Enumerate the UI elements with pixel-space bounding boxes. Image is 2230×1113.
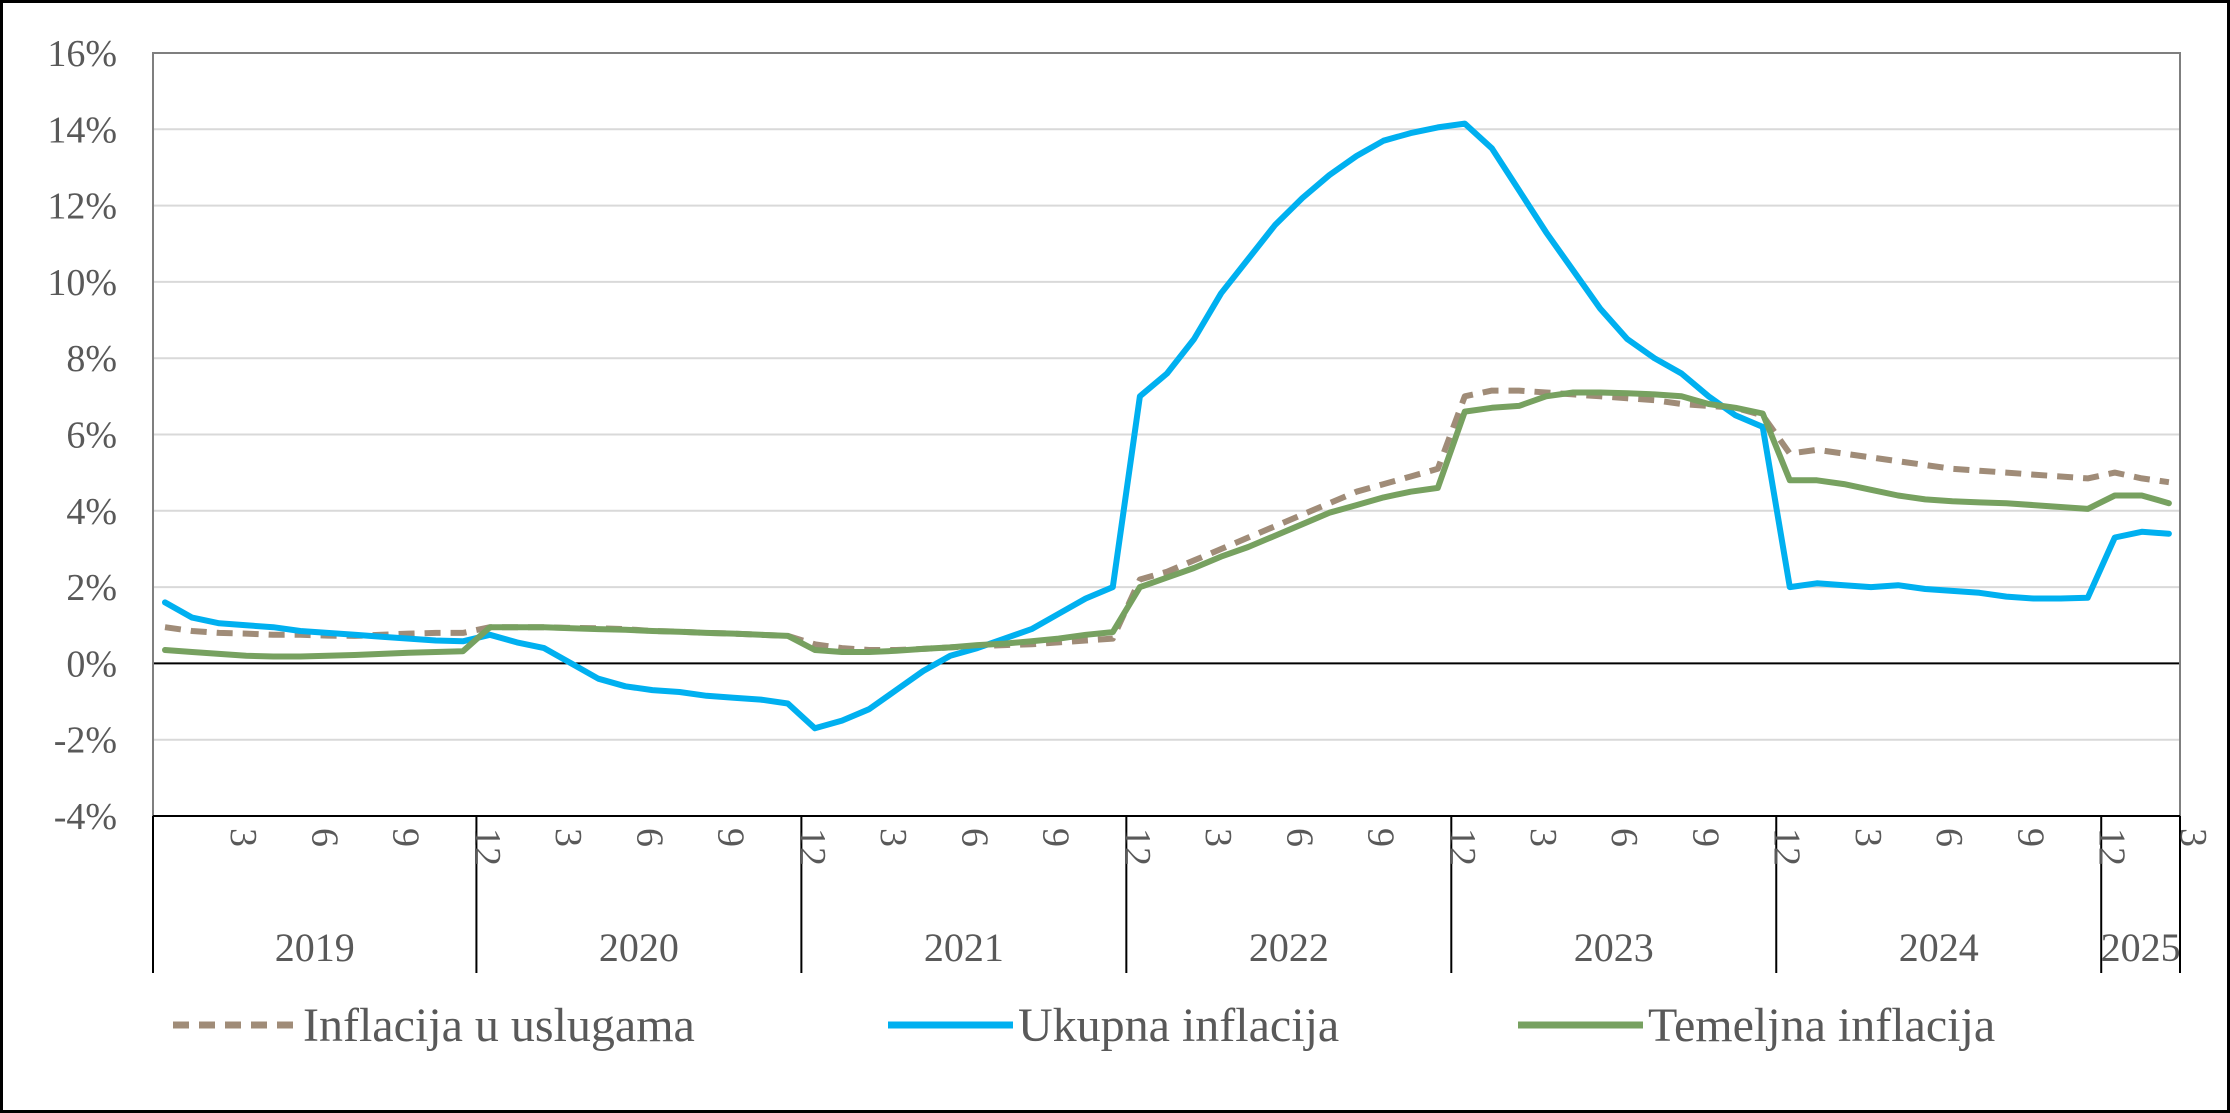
x-year-label: 2019 bbox=[275, 925, 355, 970]
y-tick-label: 6% bbox=[66, 415, 117, 457]
x-month-label: 12 bbox=[466, 828, 508, 866]
x-month-label: 6 bbox=[1278, 828, 1320, 847]
legend-label: Inflacija u uslugama bbox=[303, 999, 695, 1052]
x-year-label: 2020 bbox=[599, 925, 679, 970]
x-month-label: 9 bbox=[1684, 828, 1726, 847]
x-month-label: 6 bbox=[1928, 828, 1970, 847]
x-year-label: 2025 bbox=[2101, 925, 2181, 970]
series-line-2 bbox=[162, 389, 2172, 660]
x-month-label: 9 bbox=[1360, 828, 1402, 847]
y-tick-label: 10% bbox=[47, 262, 117, 304]
x-month-label: 9 bbox=[1035, 828, 1077, 847]
y-tick-label: 16% bbox=[47, 33, 117, 75]
series-line-0 bbox=[164, 387, 2170, 653]
legend-label: Ukupna inflacija bbox=[1018, 999, 1339, 1052]
x-month-label: 12 bbox=[791, 828, 833, 866]
y-tick-label: 4% bbox=[66, 491, 117, 533]
x-month-label: 6 bbox=[303, 828, 345, 847]
x-month-label: 3 bbox=[872, 828, 914, 847]
x-year-label: 2023 bbox=[1574, 925, 1654, 970]
x-month-label: 3 bbox=[222, 828, 264, 847]
y-tick-label: 14% bbox=[47, 109, 117, 151]
series-line-1 bbox=[162, 120, 2172, 732]
x-year-label: 2021 bbox=[924, 925, 1004, 970]
line-chart: -4% -2% 0% 2% 4% 6% 8% 10% 12% 14% 16% 3 6 9 12 3 6 9 12 3 6… bbox=[47, 33, 2214, 1052]
x-month-label: 12 bbox=[1766, 828, 1808, 866]
y-tick-label: 8% bbox=[66, 338, 117, 380]
x-year-label: 2022 bbox=[1249, 925, 1329, 970]
y-tick-label: 12% bbox=[47, 186, 117, 228]
y-tick-label: -4% bbox=[54, 796, 117, 838]
x-month-label: 6 bbox=[1603, 828, 1645, 847]
x-month-label: 3 bbox=[1197, 828, 1239, 847]
x-month-label: 12 bbox=[1116, 828, 1158, 866]
y-tick-label: 2% bbox=[66, 567, 117, 609]
x-month-label: 3 bbox=[547, 828, 589, 847]
x-month-label: 3 bbox=[1847, 828, 1889, 847]
x-month-label: 12 bbox=[2091, 828, 2133, 866]
x-month-label: 6 bbox=[953, 828, 995, 847]
legend-label: Temeljna inflacija bbox=[1648, 999, 1995, 1052]
x-month-label: 6 bbox=[628, 828, 670, 847]
x-month-label: 9 bbox=[2009, 828, 2051, 847]
x-month-label: 12 bbox=[1441, 828, 1483, 866]
x-year-label: 2024 bbox=[1899, 925, 1979, 970]
x-month-label: 3 bbox=[1522, 828, 1564, 847]
x-month-label: 9 bbox=[710, 828, 752, 847]
x-month-label: 9 bbox=[385, 828, 427, 847]
x-month-label: 3 bbox=[2172, 828, 2214, 847]
y-tick-label: 0% bbox=[66, 643, 117, 685]
y-tick-label: -2% bbox=[54, 720, 117, 762]
